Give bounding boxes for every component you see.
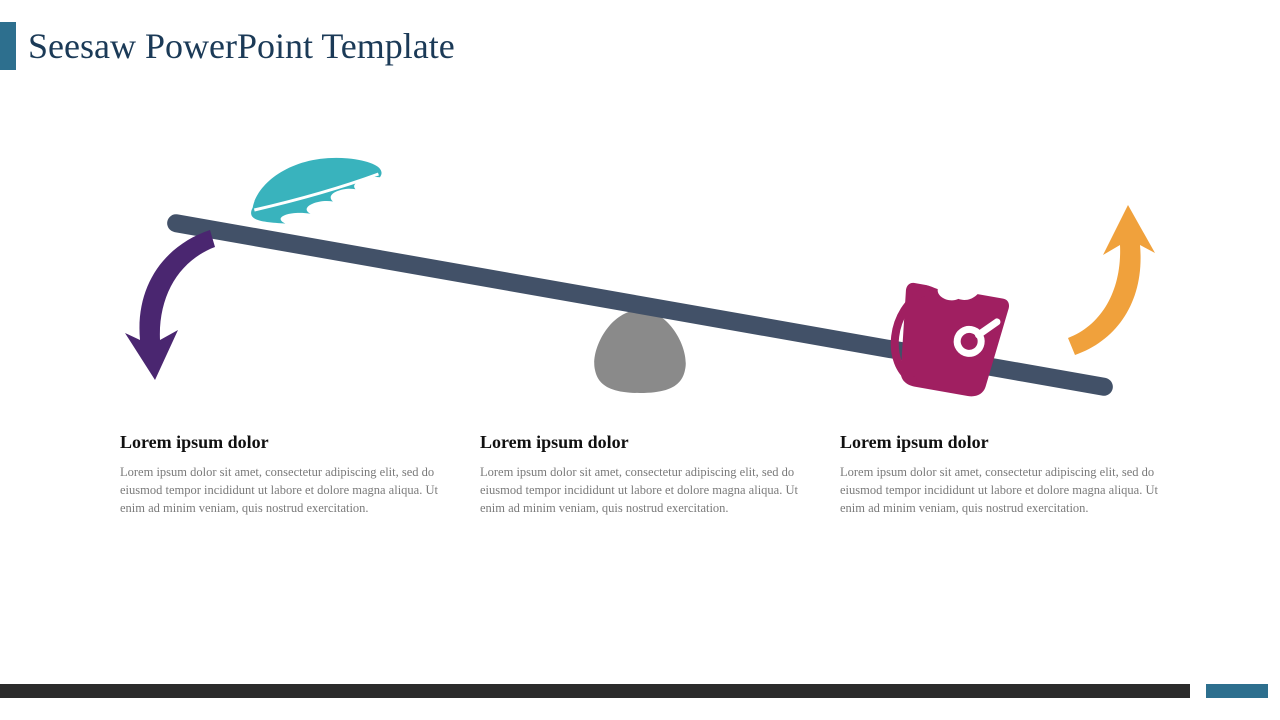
seesaw-infographic <box>0 145 1280 405</box>
feather-icon <box>250 145 383 240</box>
title-bar: Seesaw PowerPoint Template <box>0 22 455 70</box>
bucket-icon <box>887 262 1014 401</box>
slide: Seesaw PowerPoint Template <box>0 0 1280 720</box>
column-2: Lorem ipsum dolor Lorem ipsum dolor sit … <box>480 432 800 517</box>
column-body: Lorem ipsum dolor sit amet, consectetur … <box>840 463 1160 517</box>
title-accent-bar <box>0 22 16 70</box>
fulcrum-icon <box>594 310 686 393</box>
column-1: Lorem ipsum dolor Lorem ipsum dolor sit … <box>120 432 440 517</box>
column-body: Lorem ipsum dolor sit amet, consectetur … <box>120 463 440 517</box>
arrow-up-icon <box>1068 205 1155 355</box>
footer-accent-segment <box>1206 684 1268 698</box>
column-heading: Lorem ipsum dolor <box>120 432 440 453</box>
column-3: Lorem ipsum dolor Lorem ipsum dolor sit … <box>840 432 1160 517</box>
column-heading: Lorem ipsum dolor <box>480 432 800 453</box>
footer-dark-segment <box>0 684 1190 698</box>
arrow-down-icon <box>125 230 215 380</box>
text-columns: Lorem ipsum dolor Lorem ipsum dolor sit … <box>120 432 1160 517</box>
slide-title: Seesaw PowerPoint Template <box>28 25 455 67</box>
column-body: Lorem ipsum dolor sit amet, consectetur … <box>480 463 800 517</box>
footer-bar <box>0 684 1280 698</box>
column-heading: Lorem ipsum dolor <box>840 432 1160 453</box>
